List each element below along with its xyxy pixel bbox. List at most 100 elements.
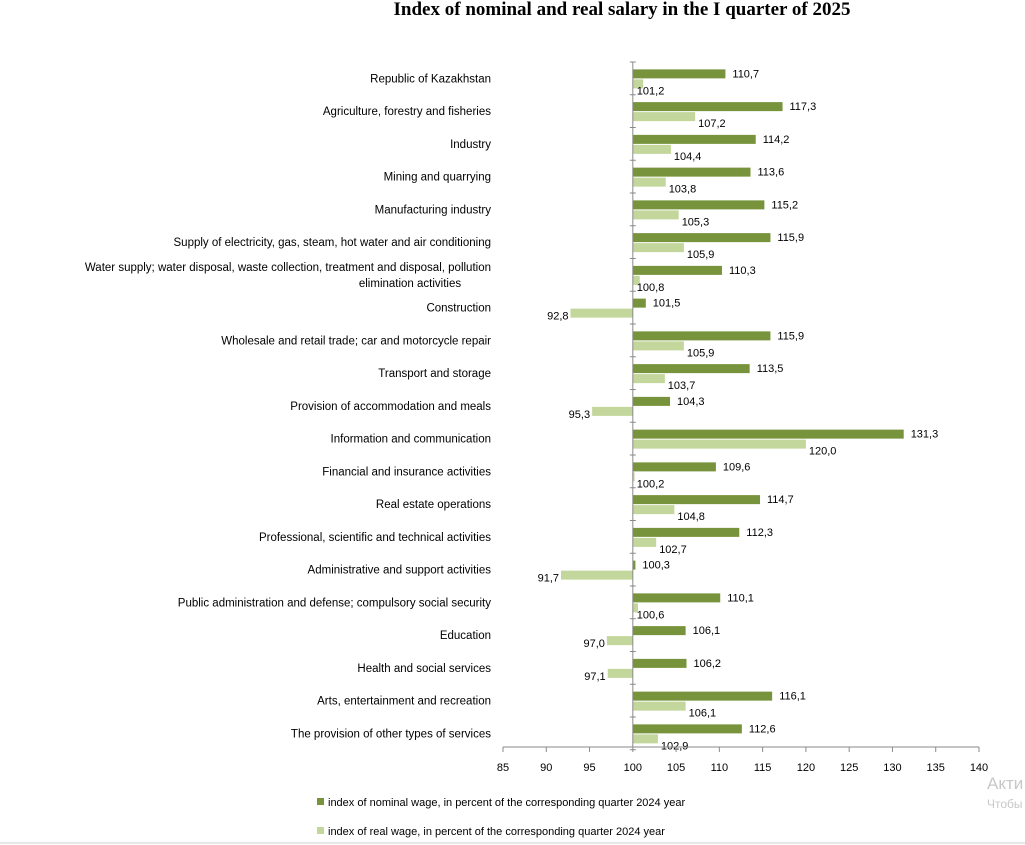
legend: index of nominal wage, in percent of the…: [317, 797, 685, 838]
nominal-wage-bar: [632, 691, 773, 701]
nominal-value-label: 106,2: [694, 658, 722, 670]
category-label: Industry: [450, 139, 491, 151]
category-label: Information and communication: [331, 434, 491, 446]
nominal-value-label: 115,9: [777, 232, 804, 244]
real-value-label: 102,7: [659, 544, 687, 556]
nominal-value-label: 114,2: [763, 134, 790, 146]
nominal-value-label: 104,3: [677, 396, 705, 408]
category-label: Public administration and defense; compu…: [178, 597, 491, 609]
x-tick-label: 135: [927, 762, 945, 774]
nominal-wage-bar: [632, 298, 646, 308]
real-wage-bar: [632, 177, 666, 187]
category-label: Health and social services: [357, 663, 491, 675]
real-wage-bar: [632, 112, 696, 122]
nominal-wage-bar: [632, 658, 687, 668]
watermark-line2: Чтобы: [987, 797, 1023, 811]
nominal-value-label: 101,5: [653, 298, 681, 310]
nominal-wage-bar: [632, 331, 771, 341]
value-labels: 110,7 101,2 117,3 107,2 114,2 104,4 113,6 103,8…: [538, 68, 939, 752]
real-wage-bar: [632, 472, 635, 482]
nominal-wage-bar: [632, 462, 716, 472]
chart-title: Index of nominal and real salary in the …: [394, 0, 851, 20]
nominal-value-label: 110,1: [727, 592, 754, 604]
nominal-wage-bar: [632, 724, 742, 734]
category-label: Arts, entertainment and recreation: [317, 696, 491, 708]
x-tick-label: 90: [540, 762, 552, 774]
category-label: Republic of Kazakhstan: [370, 73, 491, 85]
legend-label-real: index of real wage, in percent of the co…: [328, 826, 665, 838]
nominal-value-label: 114,7: [767, 494, 794, 506]
real-value-label: 103,8: [669, 184, 697, 196]
real-value-label: 105,9: [687, 249, 715, 261]
category-label: Administrative and support activities: [308, 565, 492, 577]
nominal-wage-bar: [632, 134, 756, 144]
category-label: Provision of accommodation and meals: [290, 401, 491, 413]
nominal-wage-bar: [632, 626, 686, 636]
category-label: Supply of electricity, gas, steam, hot w…: [174, 237, 491, 249]
category-label: Manufacturing industry: [375, 204, 492, 216]
activation-watermark: Акти Чтобы: [987, 774, 1023, 811]
real-value-label: 97,0: [583, 638, 604, 650]
real-value-label: 92,8: [547, 311, 568, 323]
legend-label-nominal: index of nominal wage, in percent of the…: [328, 797, 685, 809]
x-tick-label: 140: [970, 762, 988, 774]
nominal-wage-bar: [632, 102, 783, 112]
category-label: Financial and insurance activities: [322, 466, 491, 478]
real-value-label: 104,4: [674, 151, 702, 163]
nominal-value-label: 115,9: [777, 330, 804, 342]
x-tick-label: 110: [711, 762, 729, 774]
nominal-value-label: 112,6: [749, 723, 776, 735]
nominal-wage-bar: [632, 233, 771, 243]
nominal-value-label: 110,7: [732, 68, 759, 80]
nominal-wage-bar: [632, 396, 671, 406]
real-value-label: 105,3: [682, 216, 710, 228]
real-wage-bar: [560, 570, 633, 580]
real-wage-bar: [632, 79, 644, 89]
x-tick-label: 95: [583, 762, 595, 774]
x-tick-label: 105: [667, 762, 685, 774]
category-label: Water supply; water disposal, waste coll…: [85, 262, 491, 290]
nominal-value-label: 131,3: [911, 429, 939, 441]
category-labels: Republic of Kazakhstan Agriculture, fores…: [85, 73, 491, 740]
nominal-wage-bar: [632, 495, 761, 505]
real-wage-bar: [592, 406, 633, 416]
real-wage-bar: [632, 275, 640, 285]
real-value-label: 103,7: [668, 380, 696, 392]
real-wage-bar: [632, 537, 657, 547]
x-tick-label: 115: [754, 762, 772, 774]
real-wage-bar: [607, 668, 633, 678]
nominal-value-label: 100,3: [642, 560, 670, 572]
real-wage-bar: [632, 341, 684, 351]
real-wage-bar: [632, 505, 675, 515]
real-wage-bar: [632, 603, 639, 613]
nominal-value-label: 116,1: [779, 691, 806, 703]
nominal-value-label: 113,5: [757, 363, 784, 375]
nominal-value-label: 106,1: [693, 625, 721, 637]
real-value-label: 102,9: [661, 740, 689, 752]
real-wage-bar: [632, 374, 665, 384]
category-label: Transport and storage: [378, 368, 491, 380]
category-label: Education: [440, 630, 491, 642]
axes: 85 90 95 100 105 110 115 120 125 130 135 140: [497, 61, 988, 774]
nominal-value-label: 113,6: [758, 167, 785, 179]
real-value-label: 107,2: [698, 118, 726, 130]
nominal-wage-bar: [632, 265, 722, 275]
real-value-label: 95,3: [569, 409, 590, 421]
category-label: Construction: [426, 303, 491, 315]
nominal-wage-bar: [632, 527, 740, 537]
real-value-label: 104,8: [677, 511, 705, 523]
real-value-label: 100,2: [637, 478, 665, 490]
real-wage-bar: [632, 210, 679, 220]
x-tick-label: 100: [624, 762, 642, 774]
nominal-wage-bar: [632, 167, 751, 177]
x-tick-label: 85: [497, 762, 509, 774]
nominal-wage-bar: [632, 200, 765, 210]
real-wage-bar: [632, 734, 658, 744]
nominal-value-label: 112,3: [746, 527, 773, 539]
real-value-label: 120,0: [809, 446, 837, 458]
nominal-wage-bar: [632, 560, 636, 570]
nominal-wage-bar: [632, 429, 904, 439]
real-wage-bar: [632, 701, 686, 711]
category-label: The provision of other types of services: [291, 728, 491, 740]
